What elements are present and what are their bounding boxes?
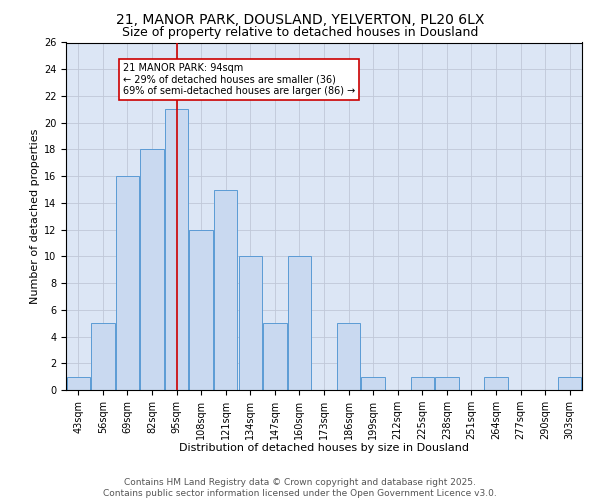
Text: Contains HM Land Registry data © Crown copyright and database right 2025.
Contai: Contains HM Land Registry data © Crown c… [103,478,497,498]
Bar [484,376,508,390]
Bar [165,110,188,390]
Bar [67,376,90,390]
Bar [91,323,115,390]
Bar [214,190,238,390]
Bar [435,376,458,390]
Text: 21, MANOR PARK, DOUSLAND, YELVERTON, PL20 6LX: 21, MANOR PARK, DOUSLAND, YELVERTON, PL2… [116,12,484,26]
X-axis label: Distribution of detached houses by size in Dousland: Distribution of detached houses by size … [179,444,469,454]
Bar [558,376,581,390]
Bar [288,256,311,390]
Text: Size of property relative to detached houses in Dousland: Size of property relative to detached ho… [122,26,478,39]
Bar [140,150,164,390]
Bar [190,230,213,390]
Bar [263,323,287,390]
Y-axis label: Number of detached properties: Number of detached properties [29,128,40,304]
Bar [410,376,434,390]
Text: 21 MANOR PARK: 94sqm
← 29% of detached houses are smaller (36)
69% of semi-detac: 21 MANOR PARK: 94sqm ← 29% of detached h… [122,62,355,96]
Bar [116,176,139,390]
Bar [361,376,385,390]
Bar [239,256,262,390]
Bar [337,323,360,390]
